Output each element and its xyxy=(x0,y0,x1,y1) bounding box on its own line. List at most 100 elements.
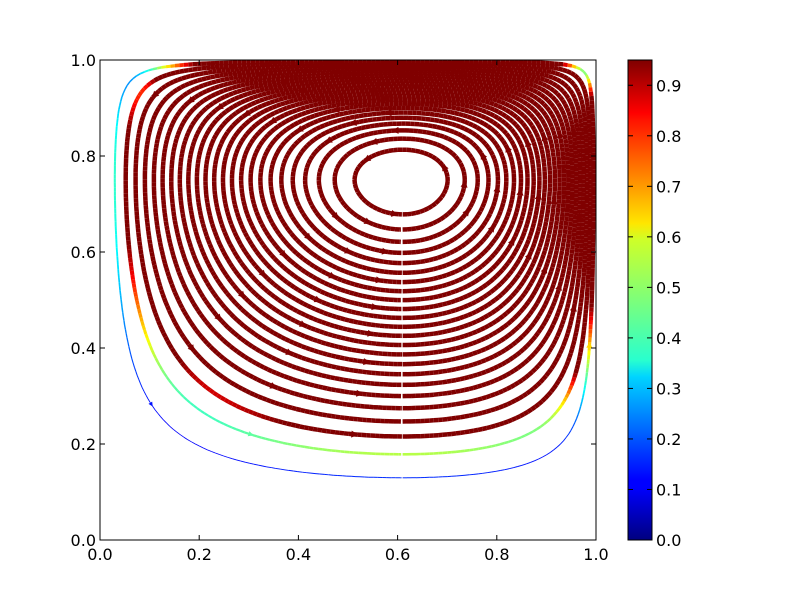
streamline-segment xyxy=(225,147,231,154)
streamline-segment xyxy=(331,102,337,109)
streamline-segment xyxy=(574,364,581,370)
streamline-segment xyxy=(335,265,342,272)
streamline-segment xyxy=(323,259,330,266)
streamline-segment xyxy=(216,126,223,133)
streamline-segment xyxy=(339,415,345,421)
streamline-segment xyxy=(545,258,551,264)
streamline-segment xyxy=(301,244,309,251)
streamline-segment xyxy=(235,318,242,325)
streamline-segment xyxy=(488,150,495,157)
streamline-segment xyxy=(205,206,212,212)
streamline-segment xyxy=(496,210,503,217)
streamline-segment xyxy=(249,242,256,250)
streamline-segment xyxy=(502,164,508,170)
streamline-segment xyxy=(554,142,560,149)
streamline-segment xyxy=(500,105,507,112)
streamline-segment xyxy=(244,296,251,304)
streamline-segment xyxy=(558,323,565,330)
streamline-segment xyxy=(261,115,268,122)
streamline-segment xyxy=(357,368,363,374)
streamline-segment xyxy=(348,290,355,296)
streamline-segment xyxy=(542,102,549,109)
streamline-segment xyxy=(415,249,421,255)
streamline-segment xyxy=(342,401,348,407)
streamline-segment xyxy=(387,249,393,255)
streamline-segment xyxy=(251,134,258,141)
streamline-segment xyxy=(445,271,452,278)
streamline-segment xyxy=(464,413,470,419)
streamline-segment xyxy=(266,250,274,257)
streamline-segment xyxy=(236,334,244,341)
streamline-segment xyxy=(298,226,305,233)
streamline-segment xyxy=(556,263,562,269)
streamline-segment xyxy=(493,107,500,114)
streamline-segment xyxy=(495,230,502,237)
streamline-segment xyxy=(165,376,171,382)
streamline-segment xyxy=(526,73,533,79)
streamline-segment xyxy=(459,376,466,382)
streamline-segment xyxy=(303,281,311,288)
streamline-segment xyxy=(411,238,417,244)
streamline-segment xyxy=(500,469,505,471)
streamline-segment xyxy=(466,291,473,298)
streamline-segment xyxy=(538,238,545,244)
streamline-segment xyxy=(133,367,137,372)
streamline-segment xyxy=(370,322,376,328)
streamline-segment xyxy=(144,217,150,223)
streamline-segment xyxy=(511,105,519,113)
streamline-segment xyxy=(196,206,203,212)
streamline-segment xyxy=(532,108,539,115)
streamline-segment xyxy=(500,360,507,367)
streamline-segment xyxy=(468,248,475,255)
streamline-segment xyxy=(311,395,317,402)
streamline-segment xyxy=(309,204,316,211)
streamline-segment xyxy=(186,318,193,325)
streamline-segment xyxy=(508,223,515,230)
streamline-segment xyxy=(503,121,510,128)
streamline-segment xyxy=(336,255,343,262)
streamline-segment xyxy=(523,243,530,249)
streamline-segment xyxy=(225,67,231,73)
streamline-segment xyxy=(277,297,284,305)
streamline-segment xyxy=(518,97,525,104)
streamline-segment xyxy=(287,109,294,116)
streamline-segment xyxy=(466,301,473,308)
streamline-segment xyxy=(236,257,244,265)
streamline-segment xyxy=(177,357,184,365)
streamline-segment xyxy=(482,247,489,255)
streamline-segment xyxy=(420,287,426,293)
streamline-segment xyxy=(553,138,559,144)
streamline-segment xyxy=(352,357,358,363)
streamline-segment xyxy=(531,289,538,296)
streamline-segment xyxy=(436,107,442,113)
streamline-segment xyxy=(567,320,574,326)
streamline-segment xyxy=(348,260,355,267)
streamline-segment xyxy=(231,156,238,163)
streamline-segment xyxy=(154,106,161,113)
streamline-segment xyxy=(322,351,328,357)
streamline-segment xyxy=(299,366,306,373)
streamline-segment xyxy=(445,250,452,257)
streamline-segment xyxy=(473,267,480,274)
streamline-segment xyxy=(415,238,421,244)
streamline-segment xyxy=(551,105,558,112)
streamline-segment xyxy=(260,297,267,304)
streamline-segment xyxy=(172,77,179,84)
streamline-segment xyxy=(257,321,264,328)
streamline-segment xyxy=(467,84,473,90)
streamline-segment xyxy=(333,400,339,406)
streamline-segment xyxy=(548,139,554,145)
streamline-segment xyxy=(503,440,509,445)
streamline-segment xyxy=(468,385,474,392)
streamline-segment xyxy=(572,260,578,266)
streamline-segment xyxy=(486,300,493,307)
streamline-segment xyxy=(531,74,537,80)
streamline-segment xyxy=(291,248,299,255)
streamline-segment xyxy=(328,292,334,299)
streamline-segment xyxy=(249,76,255,82)
streamline-segment xyxy=(562,336,569,343)
streamline-segment xyxy=(446,104,452,110)
streamline-segment xyxy=(303,184,309,190)
streamline-segment xyxy=(496,292,504,299)
streamline-segment xyxy=(268,237,276,244)
